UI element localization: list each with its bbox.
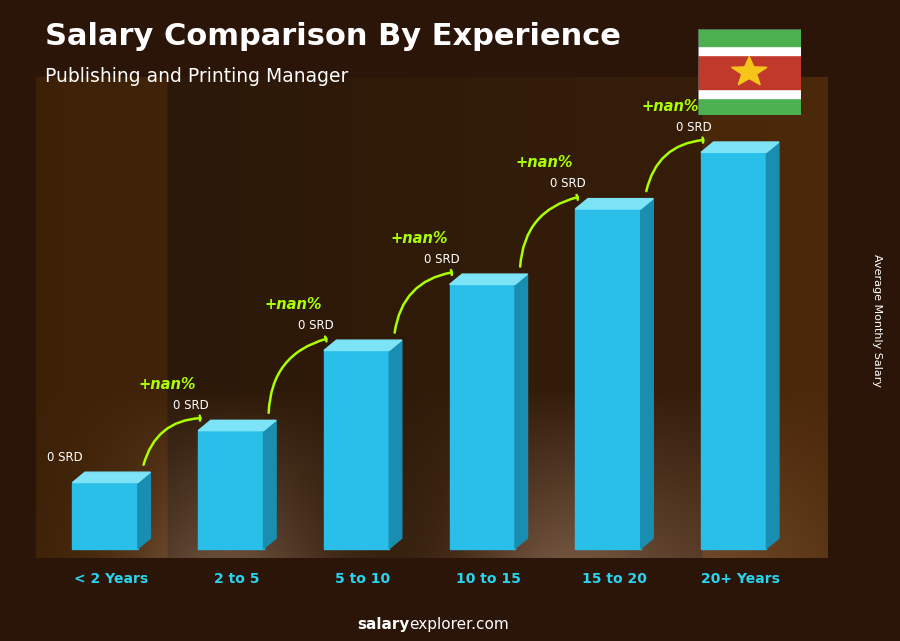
- Text: 0 SRD: 0 SRD: [550, 177, 586, 190]
- Polygon shape: [198, 420, 276, 431]
- Text: +nan%: +nan%: [139, 377, 196, 392]
- Polygon shape: [575, 199, 653, 209]
- Text: 20+ Years: 20+ Years: [700, 572, 779, 586]
- Bar: [698, 29, 801, 46]
- Polygon shape: [264, 420, 276, 549]
- Bar: [698, 54, 801, 89]
- Bar: [575, 209, 641, 549]
- Text: explorer.com: explorer.com: [410, 617, 509, 633]
- Polygon shape: [732, 56, 767, 85]
- Text: 0 SRD: 0 SRD: [424, 253, 460, 265]
- Bar: [701, 153, 767, 549]
- Text: 2 to 5: 2 to 5: [214, 572, 260, 586]
- Bar: [698, 98, 801, 115]
- Polygon shape: [390, 340, 401, 549]
- Polygon shape: [641, 199, 653, 549]
- Text: +nan%: +nan%: [642, 99, 699, 113]
- Text: 0 SRD: 0 SRD: [676, 121, 711, 133]
- Bar: [698, 89, 801, 98]
- Polygon shape: [73, 472, 150, 483]
- Bar: [324, 351, 390, 549]
- Polygon shape: [324, 340, 401, 351]
- Text: +nan%: +nan%: [390, 231, 447, 246]
- Text: Average Monthly Salary: Average Monthly Salary: [872, 254, 883, 387]
- Text: Salary Comparison By Experience: Salary Comparison By Experience: [45, 22, 621, 51]
- Text: 5 to 10: 5 to 10: [336, 572, 391, 586]
- Polygon shape: [138, 472, 150, 549]
- Text: 0 SRD: 0 SRD: [173, 399, 209, 412]
- Text: salary: salary: [357, 617, 410, 633]
- Text: 15 to 20: 15 to 20: [581, 572, 647, 586]
- Polygon shape: [701, 142, 779, 153]
- Text: +nan%: +nan%: [265, 297, 322, 312]
- Polygon shape: [767, 142, 779, 549]
- Bar: [198, 431, 264, 549]
- Text: Publishing and Printing Manager: Publishing and Printing Manager: [45, 67, 348, 87]
- Polygon shape: [450, 274, 527, 285]
- Bar: [698, 46, 801, 55]
- Bar: [73, 483, 138, 549]
- Text: 10 to 15: 10 to 15: [456, 572, 521, 586]
- Polygon shape: [515, 274, 527, 549]
- Text: 0 SRD: 0 SRD: [47, 451, 83, 463]
- Text: 0 SRD: 0 SRD: [299, 319, 334, 331]
- Bar: [450, 285, 515, 549]
- Text: < 2 Years: < 2 Years: [75, 572, 148, 586]
- Text: +nan%: +nan%: [516, 155, 573, 171]
